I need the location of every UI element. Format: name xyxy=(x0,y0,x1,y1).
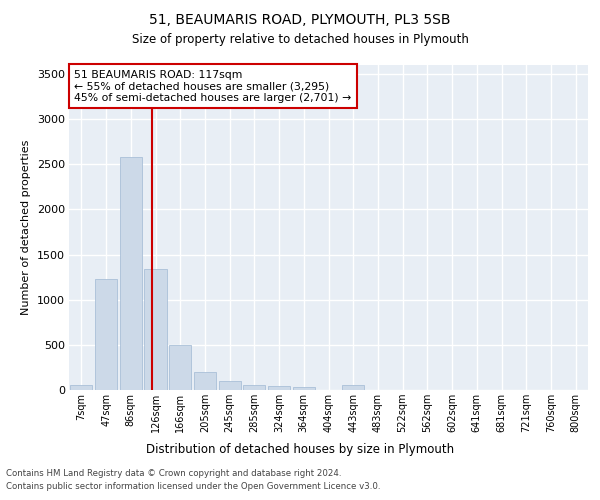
Text: 51 BEAUMARIS ROAD: 117sqm
← 55% of detached houses are smaller (3,295)
45% of se: 51 BEAUMARIS ROAD: 117sqm ← 55% of detac… xyxy=(74,70,352,103)
Text: Distribution of detached houses by size in Plymouth: Distribution of detached houses by size … xyxy=(146,442,454,456)
Text: Size of property relative to detached houses in Plymouth: Size of property relative to detached ho… xyxy=(131,32,469,46)
Bar xyxy=(169,345,191,390)
Bar xyxy=(243,386,265,390)
Bar xyxy=(218,380,241,390)
Bar xyxy=(95,280,117,390)
Bar xyxy=(342,385,364,390)
Text: Contains HM Land Registry data © Crown copyright and database right 2024.: Contains HM Land Registry data © Crown c… xyxy=(6,469,341,478)
Bar xyxy=(268,386,290,390)
Y-axis label: Number of detached properties: Number of detached properties xyxy=(21,140,31,315)
Text: 51, BEAUMARIS ROAD, PLYMOUTH, PL3 5SB: 51, BEAUMARIS ROAD, PLYMOUTH, PL3 5SB xyxy=(149,12,451,26)
Bar xyxy=(145,269,167,390)
Bar xyxy=(70,385,92,390)
Text: Contains public sector information licensed under the Open Government Licence v3: Contains public sector information licen… xyxy=(6,482,380,491)
Bar xyxy=(194,372,216,390)
Bar xyxy=(119,157,142,390)
Bar xyxy=(293,388,315,390)
